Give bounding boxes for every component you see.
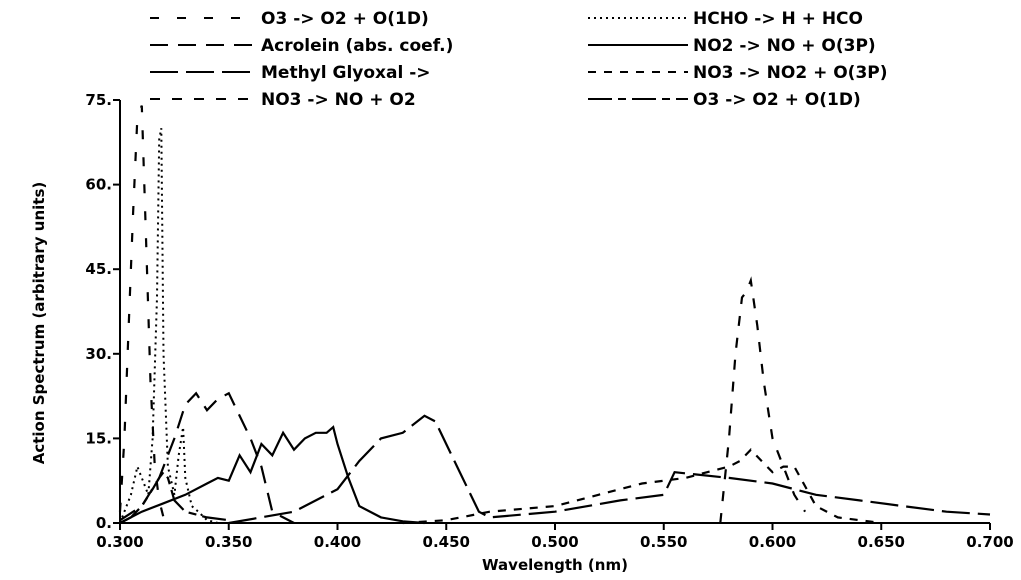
y-tick-label: 75. <box>85 91 112 109</box>
series-line-1 <box>118 105 165 518</box>
x-tick-label: 0.650 <box>858 533 905 551</box>
legend-label-3: Methyl Glyoxal -> <box>261 63 431 83</box>
series-line-2 <box>119 391 295 524</box>
ticks: 0.300 0.350 0.400 0.450 0.500 0.550 0.600 0.650… <box>85 91 1013 551</box>
legend-label-1: O3 -> O2 + O(1D) <box>261 9 429 29</box>
legend-label-6: NO2 -> NO + O(3P) <box>693 36 876 56</box>
x-tick-label: 0.700 <box>966 533 1013 551</box>
series-line-8 <box>119 470 229 524</box>
series-line-3 <box>228 414 991 525</box>
legend-label-7: NO3 -> NO2 + O(3P) <box>693 63 888 83</box>
y-axis-title: Action Spectrum (arbitrary units) <box>30 182 48 465</box>
y-tick-label: 45. <box>85 260 112 278</box>
legend-label-5: HCHO -> H + HCO <box>693 9 863 29</box>
series-line-7 <box>402 448 882 525</box>
y-tick-label: 0. <box>96 514 112 532</box>
series-line-4 <box>719 276 807 524</box>
x-tick-label: 0.400 <box>314 533 361 551</box>
x-tick-label: 0.550 <box>640 533 687 551</box>
legend-label-4: NO3 -> NO + O2 <box>261 90 416 110</box>
legend-label-8: O3 -> O2 + O(1D) <box>693 90 861 110</box>
y-tick-label: 15. <box>85 429 112 447</box>
x-axis-title: Wavelength (nm) <box>482 556 628 574</box>
series <box>118 105 991 525</box>
y-tick-label: 30. <box>85 345 112 363</box>
legend-label-2: Acrolein (abs. coef.) <box>261 36 453 56</box>
series-line-6 <box>119 425 425 525</box>
legend: O3 -> O2 + O(1D) Acrolein (abs. coef.) Met… <box>150 9 888 110</box>
x-tick-label: 0.300 <box>96 533 143 551</box>
x-tick-label: 0.450 <box>423 533 470 551</box>
x-tick-label: 0.350 <box>205 533 252 551</box>
x-tick-label: 0.500 <box>531 533 578 551</box>
axes: Wavelength (nm) Action Spectrum (arbitra… <box>30 100 990 574</box>
x-tick-label: 0.600 <box>749 533 796 551</box>
y-tick-label: 60. <box>85 176 112 194</box>
